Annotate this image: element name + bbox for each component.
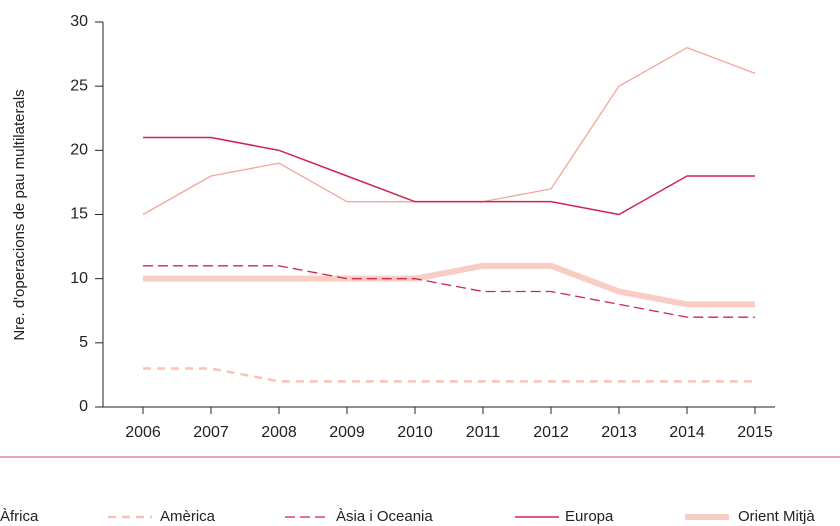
- x-tick-label: 2013: [601, 424, 637, 441]
- legend-label: Àsia i Oceania: [336, 508, 433, 525]
- x-tick-label: 2010: [397, 424, 433, 441]
- y-tick-label: 5: [79, 334, 88, 351]
- y-tick-label: 30: [70, 13, 88, 30]
- legend-label: Amèrica: [160, 508, 216, 525]
- x-tick-label: 2011: [466, 424, 501, 441]
- x-tick-label: 2014: [669, 424, 705, 441]
- x-tick-label: 2007: [193, 424, 229, 441]
- series-line: [143, 262, 755, 308]
- y-tick-label: 0: [79, 398, 88, 415]
- x-tick-label: 2012: [533, 424, 569, 441]
- x-tick-label: 2006: [125, 424, 161, 441]
- y-axis-label: Nre. d'operacions de pau multilaterals: [11, 89, 28, 340]
- series-line: [143, 367, 755, 383]
- y-tick-label: 25: [70, 77, 88, 94]
- x-tick-label: 2015: [737, 424, 773, 441]
- y-tick-label: 10: [70, 270, 88, 287]
- x-tick-label: 2008: [261, 424, 297, 441]
- legend-label: Àfrica: [0, 508, 39, 525]
- y-tick-label: 20: [70, 142, 88, 159]
- legend-label: Orient Mitjà: [738, 508, 815, 525]
- legend-label: Europa: [565, 508, 614, 525]
- series-line: [143, 136, 755, 216]
- series-line: [143, 265, 755, 318]
- x-tick-label: 2009: [329, 424, 365, 441]
- y-tick-label: 15: [70, 206, 88, 223]
